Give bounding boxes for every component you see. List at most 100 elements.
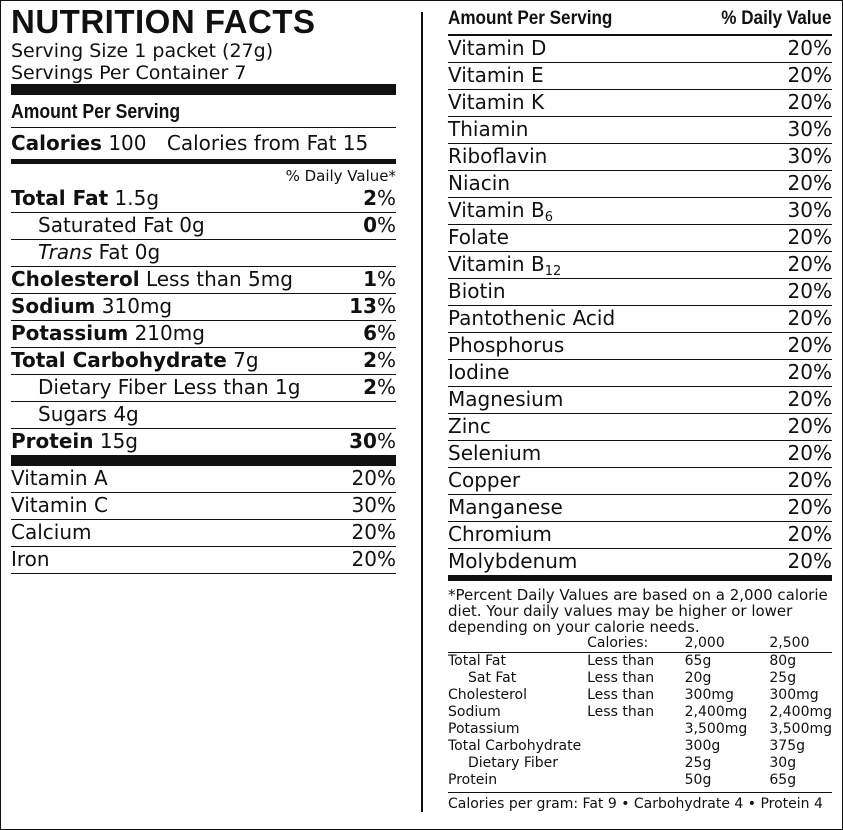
vitamin-row: Manganese 20% (448, 495, 832, 522)
vitamin-percent: 20% (787, 333, 832, 357)
nutrient-row: Trans Fat 0g (11, 239, 396, 266)
nutrient-percent: 2% (363, 375, 396, 400)
calories-per-gram: Calories per gram: Fat 9 • Carbohydrate … (448, 792, 832, 813)
left-panel: NUTRITION FACTS Serving Size 1 packet (2… (11, 4, 396, 574)
vitamin-percent: 20% (351, 520, 396, 544)
nutrient-amount: 1.5g (114, 186, 160, 210)
daily-value-header: % Daily Value* (285, 167, 396, 185)
vitamin-name-text: Phosphorus (448, 333, 565, 357)
dv-table-cell (587, 772, 685, 789)
vitamin-name-text: Molybdenum (448, 549, 578, 573)
vitamin-name-text: Manganese (448, 495, 563, 519)
vitamin-subscript: 6 (544, 210, 553, 225)
calories-from-fat: Calories from Fat 15 (166, 131, 369, 155)
dv-table-cell: Dietary Fiber (468, 755, 559, 771)
dv-table-cell: 3,500mg (684, 721, 748, 737)
calories-row: Calories 100 Calories from Fat 15 (11, 128, 396, 156)
percent-sign: % (376, 348, 396, 372)
vitamin-name: Iron (11, 547, 50, 571)
nutrient-row: Total Fat 1.5g 2% (11, 186, 396, 212)
dv-table-cell: Less than (587, 670, 655, 686)
vitamin-name: Chromium (448, 522, 552, 547)
vitamin-row: Phosphorus 20% (448, 333, 832, 360)
nutrient-percent: 2% (363, 348, 396, 373)
dv-table-cell: Less than (587, 687, 655, 703)
percent-sign: % (376, 186, 396, 210)
nutrient-name: Potassium (11, 321, 129, 345)
vitamin-row: Biotin 20% (448, 279, 832, 306)
nutrient-amount: 15g (99, 429, 138, 453)
vitamin-percent: 20% (787, 36, 832, 60)
footnote: *Percent Daily Values are based on a 2,0… (448, 586, 828, 636)
dv-table-cell: Total Fat (448, 653, 506, 669)
nutrient-amount: Less than 5mg (145, 267, 293, 291)
dv-table-row: Sat Fat Less than 20g 25g (448, 670, 832, 687)
vitamin-name: Vitamin K (448, 90, 544, 115)
thick-bar (11, 84, 396, 95)
nutrient-amount: 310mg (101, 294, 173, 318)
vitamin-row: Riboflavin 30% (448, 144, 832, 171)
dv-table-row: Dietary Fiber 25g 30g (448, 755, 832, 772)
nutrient-label: Total Fat 1.5g (11, 186, 159, 211)
vitamin-percent: 30% (351, 493, 396, 517)
vitamin-percent: 20% (787, 279, 832, 303)
percent-number: 13 (349, 294, 377, 318)
dv-table-cell: 30g (769, 755, 797, 771)
nutrient-label: Sodium 310mg (11, 294, 172, 319)
nutrient-name: Protein (11, 429, 94, 453)
vitamin-name: Molybdenum (448, 549, 577, 574)
vitamin-percent: 20% (787, 387, 832, 411)
servings-per-container: Servings Per Container 7 (11, 62, 247, 84)
vitamin-list-right: Vitamin D 20% Vitamin E 20% Vitamin K 20% Thia… (448, 36, 832, 575)
vitamin-row: Calcium 20% (11, 519, 396, 546)
vitamin-name-text: Iodine (448, 360, 510, 384)
nutrient-name: Sodium (11, 294, 96, 318)
vitamin-row: Thiamin 30% (448, 117, 832, 144)
vitamin-name: Vitamin C (11, 493, 108, 517)
vitamin-name-text: Chromium (448, 522, 552, 546)
vitamin-row: Copper 20% (448, 468, 832, 495)
vitamin-name: Vitamin A (11, 466, 108, 490)
vitamin-name: Selenium (448, 441, 541, 466)
nutrient-row: Sodium 310mg 13% (11, 293, 396, 320)
percent-sign: % (376, 321, 396, 345)
dv-table-cell: Less than (587, 704, 655, 720)
dv-table-cell: 3,500mg (769, 721, 832, 737)
dv-table-cell: Sat Fat (468, 670, 517, 686)
vitamin-name: Niacin (448, 171, 510, 196)
percent-sign: % (376, 213, 396, 237)
vitamin-percent: 20% (787, 360, 832, 384)
vitamin-percent: 20% (787, 468, 832, 492)
vitamin-name-text: Vitamin E (448, 63, 544, 87)
dv-table-header-cell: 2,500 (769, 635, 832, 653)
vitamin-name: Iodine (448, 360, 509, 385)
thick-bar (448, 575, 832, 581)
vitamin-percent: 20% (787, 225, 832, 249)
nutrient-italic: Trans (38, 240, 93, 264)
vitamin-name: Magnesium (448, 387, 563, 412)
vitamin-percent: 20% (787, 441, 832, 465)
vitamin-percent: 20% (787, 414, 832, 438)
dv-table-cell: 80g (769, 653, 797, 669)
dv-table-cell: 25g (769, 670, 797, 686)
nutrient-row: Total Carbohydrate 7g 2% (11, 347, 396, 374)
nutrient-percent: 30% (349, 429, 396, 454)
dv-table-cell: 2,400mg (684, 704, 748, 720)
nutrient-amount: 210mg (134, 321, 205, 345)
dv-table-cell: 20g (684, 670, 712, 686)
serving-size: Serving Size 1 packet (27g) (11, 40, 274, 62)
nutrient-amount: Sugars 4g (38, 402, 139, 426)
nutrient-name: Cholesterol (11, 267, 140, 291)
vitamin-name-text: Thiamin (448, 117, 529, 141)
percent-number: 6 (363, 321, 377, 345)
vitamin-percent: 20% (787, 549, 832, 573)
vitamin-percent: 20% (787, 63, 832, 87)
dv-table-cell: Cholesterol (448, 687, 528, 703)
thick-bar (11, 455, 396, 466)
dv-table-cell: 375g (769, 738, 805, 754)
vitamin-name-text: Folate (448, 225, 509, 249)
vitamin-name-text: Selenium (448, 441, 542, 465)
vitamin-row: Niacin 20% (448, 171, 832, 198)
nutrient-label: Cholesterol Less than 5mg (11, 267, 293, 292)
nutrient-list: Total Fat 1.5g 2% Saturated Fat 0g 0% Trans … (11, 186, 396, 455)
